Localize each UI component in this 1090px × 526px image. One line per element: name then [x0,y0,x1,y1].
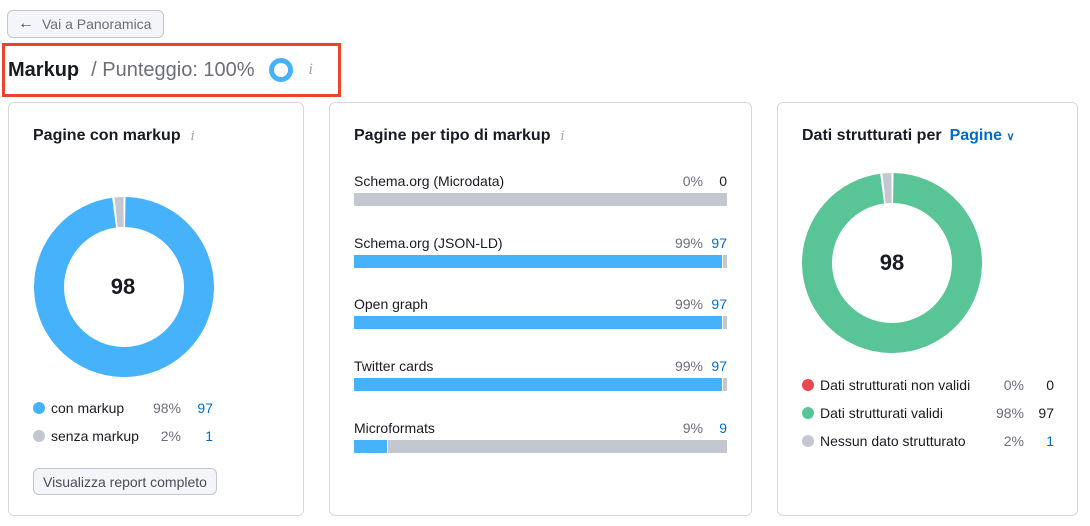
arrow-left-icon: ← [18,15,34,32]
row-label: Microformats [354,419,435,436]
card-pages-by-markup-type: Pagine per tipo di markup i Schema.org (M… [329,102,752,516]
legend-count[interactable]: 1 [1046,433,1054,449]
legend-percent: 98% [152,400,181,416]
title-text: Markup [8,58,80,81]
legend-item: Dati strutturati validi 98% 97 [802,405,1054,421]
card-pages-with-markup: Pagine con markup i 98 con markup 98% 97 … [8,102,304,516]
score-ring-icon [268,58,293,82]
legend-percent: 2% [1003,433,1024,449]
legend-percent: 2% [160,428,181,444]
legend-count: 97 [1038,405,1054,421]
card-structured-data: Dati strutturati per Pagine ∨ 98 Dati str… [777,102,1078,516]
legend-label: Nessun dato strutturato [820,433,966,449]
structured-data-donut-chart [802,173,982,353]
legend-label: con markup [51,400,125,416]
row-percent: 9% [682,419,703,436]
legend-dot-icon [33,402,45,414]
donut-center-value: 98 [879,250,905,275]
row-percent: 0% [682,173,703,189]
progress-bar [354,439,727,453]
back-button-label: Vai a Panoramica [42,16,152,32]
legend-item: con markup 98% 97 [33,400,279,416]
markup-donut-chart [33,197,214,377]
back-to-overview-button[interactable]: ← Vai a Panoramica [7,10,164,38]
progress-fill [354,316,724,330]
legend-count[interactable]: 1 [205,428,213,444]
legend-dot-icon [802,435,814,447]
row-percent: 99% [674,234,703,251]
score-text: / Punteggio: 100% [91,58,255,81]
legend-dot-icon [33,430,45,442]
progress-fill [354,378,724,392]
progress-bar [354,316,727,330]
dropdown-label: Pagine [949,127,1003,144]
legend-label: senza markup [51,428,139,444]
highlight-box [2,43,341,97]
card-title: Pagine con markup [33,127,181,144]
legend-count: 0 [1046,377,1054,393]
row-count[interactable]: 97 [711,358,727,375]
row-percent: 99% [674,296,703,313]
info-icon[interactable]: i [190,128,195,144]
legend-label: Dati strutturati validi [820,405,943,421]
card-title: Dati strutturati per [802,127,942,144]
legend-item: senza markup 2% 1 [33,428,279,444]
legend-dot-icon [802,407,814,419]
row-count: 0 [719,173,727,189]
legend-dot-icon [802,379,814,391]
row-percent: 99% [674,358,703,375]
pages-dropdown[interactable]: Pagine ∨ [950,127,1015,145]
row-label: Twitter cards [354,358,434,375]
row-label: Schema.org (JSON-LD) [354,234,503,251]
progress-bar [354,193,727,206]
progress-fill [354,254,724,268]
card-title: Pagine per tipo di markup [354,127,551,144]
progress-bar [354,254,727,268]
page-title: Markup / Punteggio: 100% i [8,58,313,82]
info-icon[interactable]: i [308,62,314,78]
info-icon[interactable]: i [560,128,565,144]
legend-label: Dati strutturati non validi [820,377,971,393]
legend-count[interactable]: 97 [197,400,213,416]
donut-center-value: 98 [110,274,136,299]
row-count[interactable]: 9 [719,419,727,436]
row-count[interactable]: 97 [711,296,727,313]
row-label: Schema.org (Microdata) [354,173,505,189]
legend-percent: 98% [995,405,1024,421]
progress-bar [354,378,727,392]
legend-item: Dati strutturati non validi 0% 0 [802,377,1054,393]
row-count[interactable]: 97 [711,234,727,251]
view-full-report-button[interactable]: Visualizza report completo [33,468,217,495]
progress-fill [354,439,388,453]
row-label: Open graph [354,296,428,313]
legend-percent: 0% [1003,377,1024,393]
chevron-down-icon: ∨ [1006,131,1015,143]
donut-segment-con-markup[interactable] [33,197,214,377]
legend-item: Nessun dato strutturato 2% 1 [802,433,1054,449]
donut-segment-Dati-strutturati-validi[interactable] [802,173,982,353]
